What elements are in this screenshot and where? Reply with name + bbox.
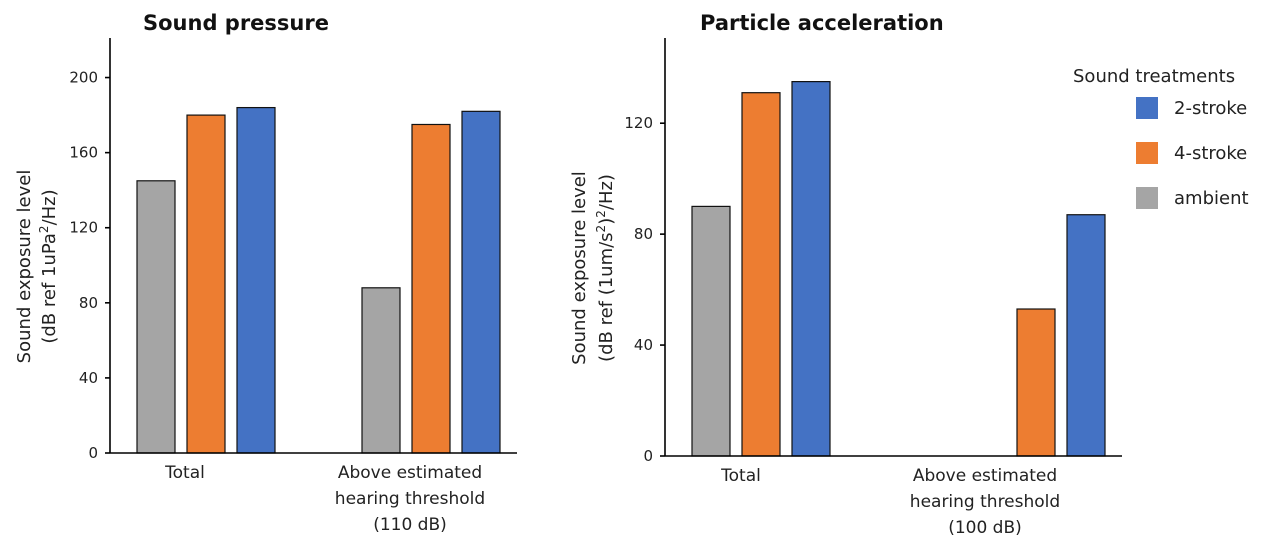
- y-tick-label: 120: [624, 114, 653, 132]
- y-axis-label-line1: Sound exposure level: [569, 171, 590, 365]
- legend-label-2-stroke: 2-stroke: [1174, 98, 1247, 119]
- y-tick-label: 40: [634, 336, 653, 354]
- bar-4-stroke-2: [1016, 308, 1056, 457]
- x-category-label: Total: [720, 466, 761, 486]
- x-category-label: hearing threshold: [335, 489, 485, 509]
- legend: Sound treatments 2-stroke 4-stroke ambient: [1073, 66, 1249, 209]
- y-axis-label-line1: Sound exposure level: [14, 170, 35, 364]
- bar-ambient-2: [361, 287, 401, 454]
- x-category-label: Above estimated: [338, 463, 482, 483]
- legend-label-4-stroke: 4-stroke: [1174, 143, 1247, 164]
- chart-title: Particle acceleration: [700, 11, 944, 35]
- bar-ambient-1: [691, 205, 731, 457]
- y-axis-label-line2: (dB ref 1uPa2/Hz): [37, 189, 60, 343]
- bar-4-stroke-2: [411, 123, 451, 454]
- bar-2-stroke-2: [461, 110, 501, 454]
- y-tick-label: 40: [79, 369, 98, 387]
- y-tick-label: 0: [643, 447, 653, 465]
- x-category-label: (110 dB): [373, 515, 447, 535]
- legend-swatch-2-stroke: [1136, 97, 1158, 119]
- bar-2-stroke-1: [236, 106, 276, 454]
- bar-4-stroke-1: [186, 114, 226, 454]
- y-tick-label: 80: [79, 294, 98, 312]
- chart-panel-2: Particle acceleration 0 40 80 120 Total Above …: [569, 11, 1122, 538]
- legend-label-ambient: ambient: [1174, 188, 1249, 209]
- bar-ambient-1: [136, 180, 176, 454]
- bar-2-stroke-2: [1066, 214, 1106, 457]
- bar-2-stroke-1: [791, 80, 831, 457]
- y-axis-label-line2: (dB ref (1um/s2)2/Hz): [594, 174, 617, 362]
- legend-swatch-ambient: [1136, 187, 1158, 209]
- y-tick-label: 200: [69, 69, 98, 87]
- legend-swatch-4-stroke: [1136, 142, 1158, 164]
- y-tick-label: 120: [69, 219, 98, 237]
- y-tick-label: 160: [69, 144, 98, 162]
- x-category-label: Above estimated: [913, 466, 1057, 486]
- x-category-label: (100 dB): [948, 518, 1022, 538]
- bar-4-stroke-1: [741, 92, 781, 457]
- x-category-label: hearing threshold: [910, 492, 1060, 512]
- y-tick-label: 80: [634, 225, 653, 243]
- legend-title: Sound treatments: [1073, 66, 1235, 87]
- x-category-label: Total: [164, 463, 205, 483]
- chart-title: Sound pressure: [143, 11, 329, 35]
- y-tick-label: 0: [88, 444, 98, 462]
- chart-panel-1: Sound pressure 0 40 80 120 160 200 Total Above e…: [14, 11, 517, 535]
